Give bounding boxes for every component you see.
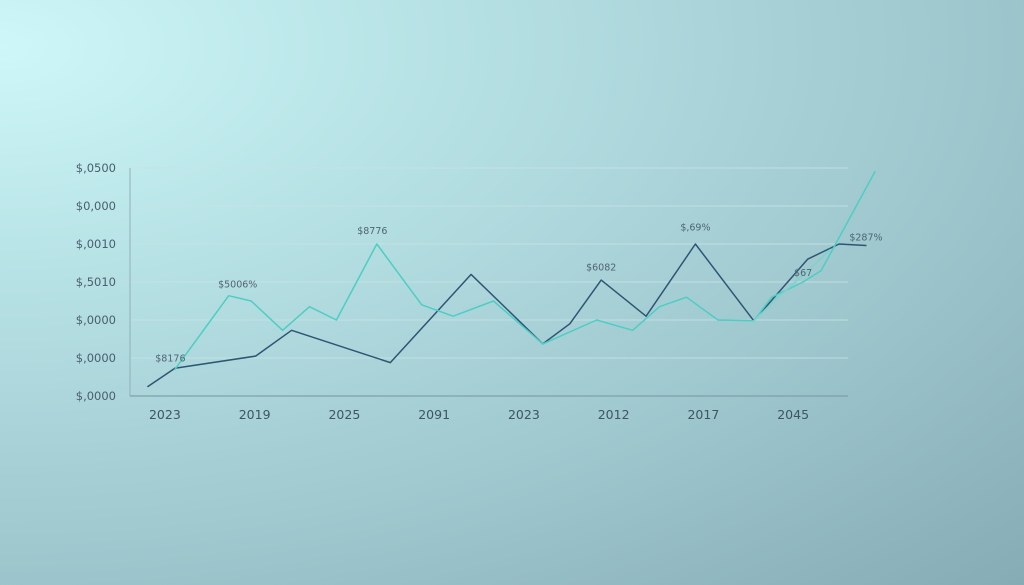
data-label: $5006% (218, 279, 257, 290)
x-tick-label: 2091 (418, 407, 450, 422)
series-line-2 (174, 171, 876, 371)
data-labels: $8176 $5006% $8776 $6082 $,69% $67 $287% (155, 222, 882, 364)
data-label: $67 (794, 268, 812, 279)
x-tick-label: 2017 (687, 407, 719, 422)
x-tick-label: 2012 (598, 407, 630, 422)
series (147, 171, 876, 388)
y-tick-label: $,0000 (76, 313, 116, 327)
x-tick-label: 2045 (777, 407, 809, 422)
x-tick-label: 2025 (328, 407, 360, 422)
data-label: $8176 (155, 354, 185, 365)
y-tick-label: $,0000 (76, 351, 116, 365)
x-tick-label: 2023 (149, 407, 181, 422)
y-tick-label: $,0010 (76, 237, 116, 251)
data-label: $287% (849, 233, 882, 244)
x-tick-label: 2023 (508, 407, 540, 422)
x-tick-labels: 2023 2019 2025 2091 2023 2012 2017 2045 (149, 407, 809, 422)
grid (130, 167, 848, 359)
data-label: $6082 (586, 262, 616, 273)
y-tick-label: $,5010 (76, 275, 116, 289)
axes (129, 168, 848, 397)
series-line-3 (753, 248, 831, 322)
series-line-1 (147, 243, 867, 388)
y-tick-label: $,0500 (76, 161, 116, 175)
data-label: $,69% (680, 222, 710, 233)
data-label: $8776 (357, 226, 387, 237)
y-tick-label: $0,000 (76, 199, 116, 213)
y-tick-labels: $,0000 $,0000 $,0000 $,5010 $,0010 $0,000 $,05… (76, 161, 116, 403)
x-tick-label: 2019 (239, 407, 271, 422)
y-tick-label: $,0000 (76, 389, 116, 403)
